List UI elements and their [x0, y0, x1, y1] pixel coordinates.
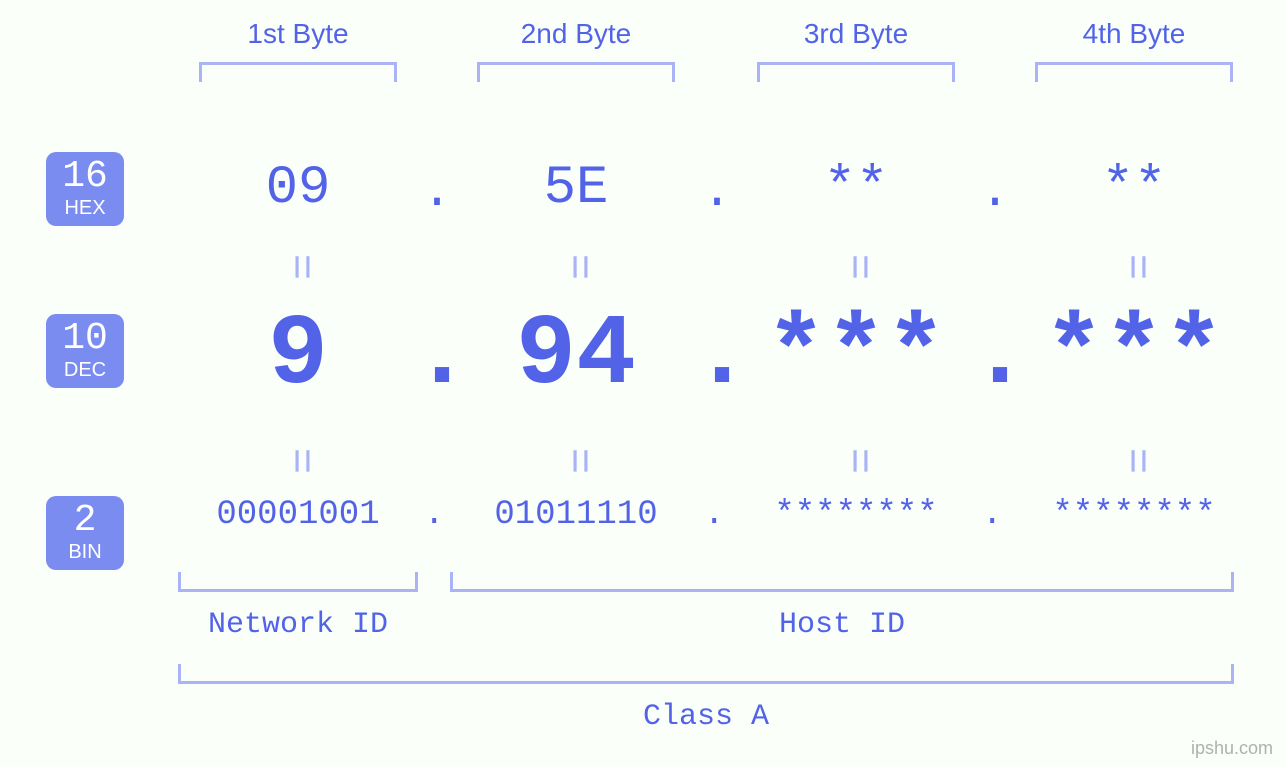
host-bracket: [450, 572, 1234, 592]
watermark: ipshu.com: [1191, 738, 1273, 759]
bin-badge: 2 BIN: [46, 496, 124, 570]
bin-byte-4: ********: [1014, 496, 1254, 534]
top-bracket-2: [477, 62, 675, 82]
byte-header-2: 2nd Byte: [516, 18, 636, 50]
dec-badge-label: DEC: [46, 360, 124, 380]
equals-icon: =: [552, 448, 602, 474]
equals-icon: =: [832, 448, 882, 474]
dec-byte-3: ***: [736, 300, 976, 413]
class-bracket: [178, 664, 1234, 684]
byte-header-3: 3rd Byte: [796, 18, 916, 50]
dec-dot-2: .: [692, 300, 736, 413]
dec-byte-1: 9: [178, 300, 418, 413]
dec-badge: 10 DEC: [46, 314, 124, 388]
hex-byte-4: **: [1034, 158, 1234, 219]
bin-dot-2: .: [704, 496, 724, 534]
bin-dot-1: .: [424, 496, 444, 534]
byte-header-4: 4th Byte: [1074, 18, 1194, 50]
hex-byte-1: 09: [198, 158, 398, 219]
equals-icon: =: [832, 254, 882, 280]
hex-badge-label: HEX: [46, 198, 124, 218]
dec-dot-1: .: [412, 300, 456, 413]
hex-badge-base: 16: [46, 158, 124, 196]
hex-dot-3: .: [980, 164, 1004, 221]
equals-icon: =: [274, 254, 324, 280]
equals-icon: =: [552, 254, 602, 280]
hex-badge: 16 HEX: [46, 152, 124, 226]
equals-icon: =: [274, 448, 324, 474]
dec-byte-4: ***: [1014, 300, 1254, 413]
top-bracket-4: [1035, 62, 1233, 82]
dec-byte-2: 94: [456, 300, 696, 413]
equals-icon: =: [1110, 448, 1160, 474]
network-id-label: Network ID: [178, 608, 418, 642]
network-bracket: [178, 572, 418, 592]
host-id-label: Host ID: [450, 608, 1234, 642]
bin-byte-2: 01011110: [456, 496, 696, 534]
equals-icon: =: [1110, 254, 1160, 280]
hex-dot-1: .: [422, 164, 446, 221]
bin-dot-3: .: [982, 496, 1002, 534]
ip-diagram: 1st Byte 2nd Byte 3rd Byte 4th Byte 16 H…: [0, 0, 1285, 767]
bin-badge-label: BIN: [46, 542, 124, 562]
hex-dot-2: .: [702, 164, 726, 221]
top-bracket-1: [199, 62, 397, 82]
dec-dot-3: .: [970, 300, 1014, 413]
bin-badge-base: 2: [46, 502, 124, 540]
hex-byte-3: **: [756, 158, 956, 219]
bin-byte-1: 00001001: [178, 496, 418, 534]
top-bracket-3: [757, 62, 955, 82]
dec-badge-base: 10: [46, 320, 124, 358]
hex-byte-2: 5E: [476, 158, 676, 219]
byte-header-1: 1st Byte: [238, 18, 358, 50]
class-label: Class A: [178, 700, 1234, 734]
bin-byte-3: ********: [736, 496, 976, 534]
